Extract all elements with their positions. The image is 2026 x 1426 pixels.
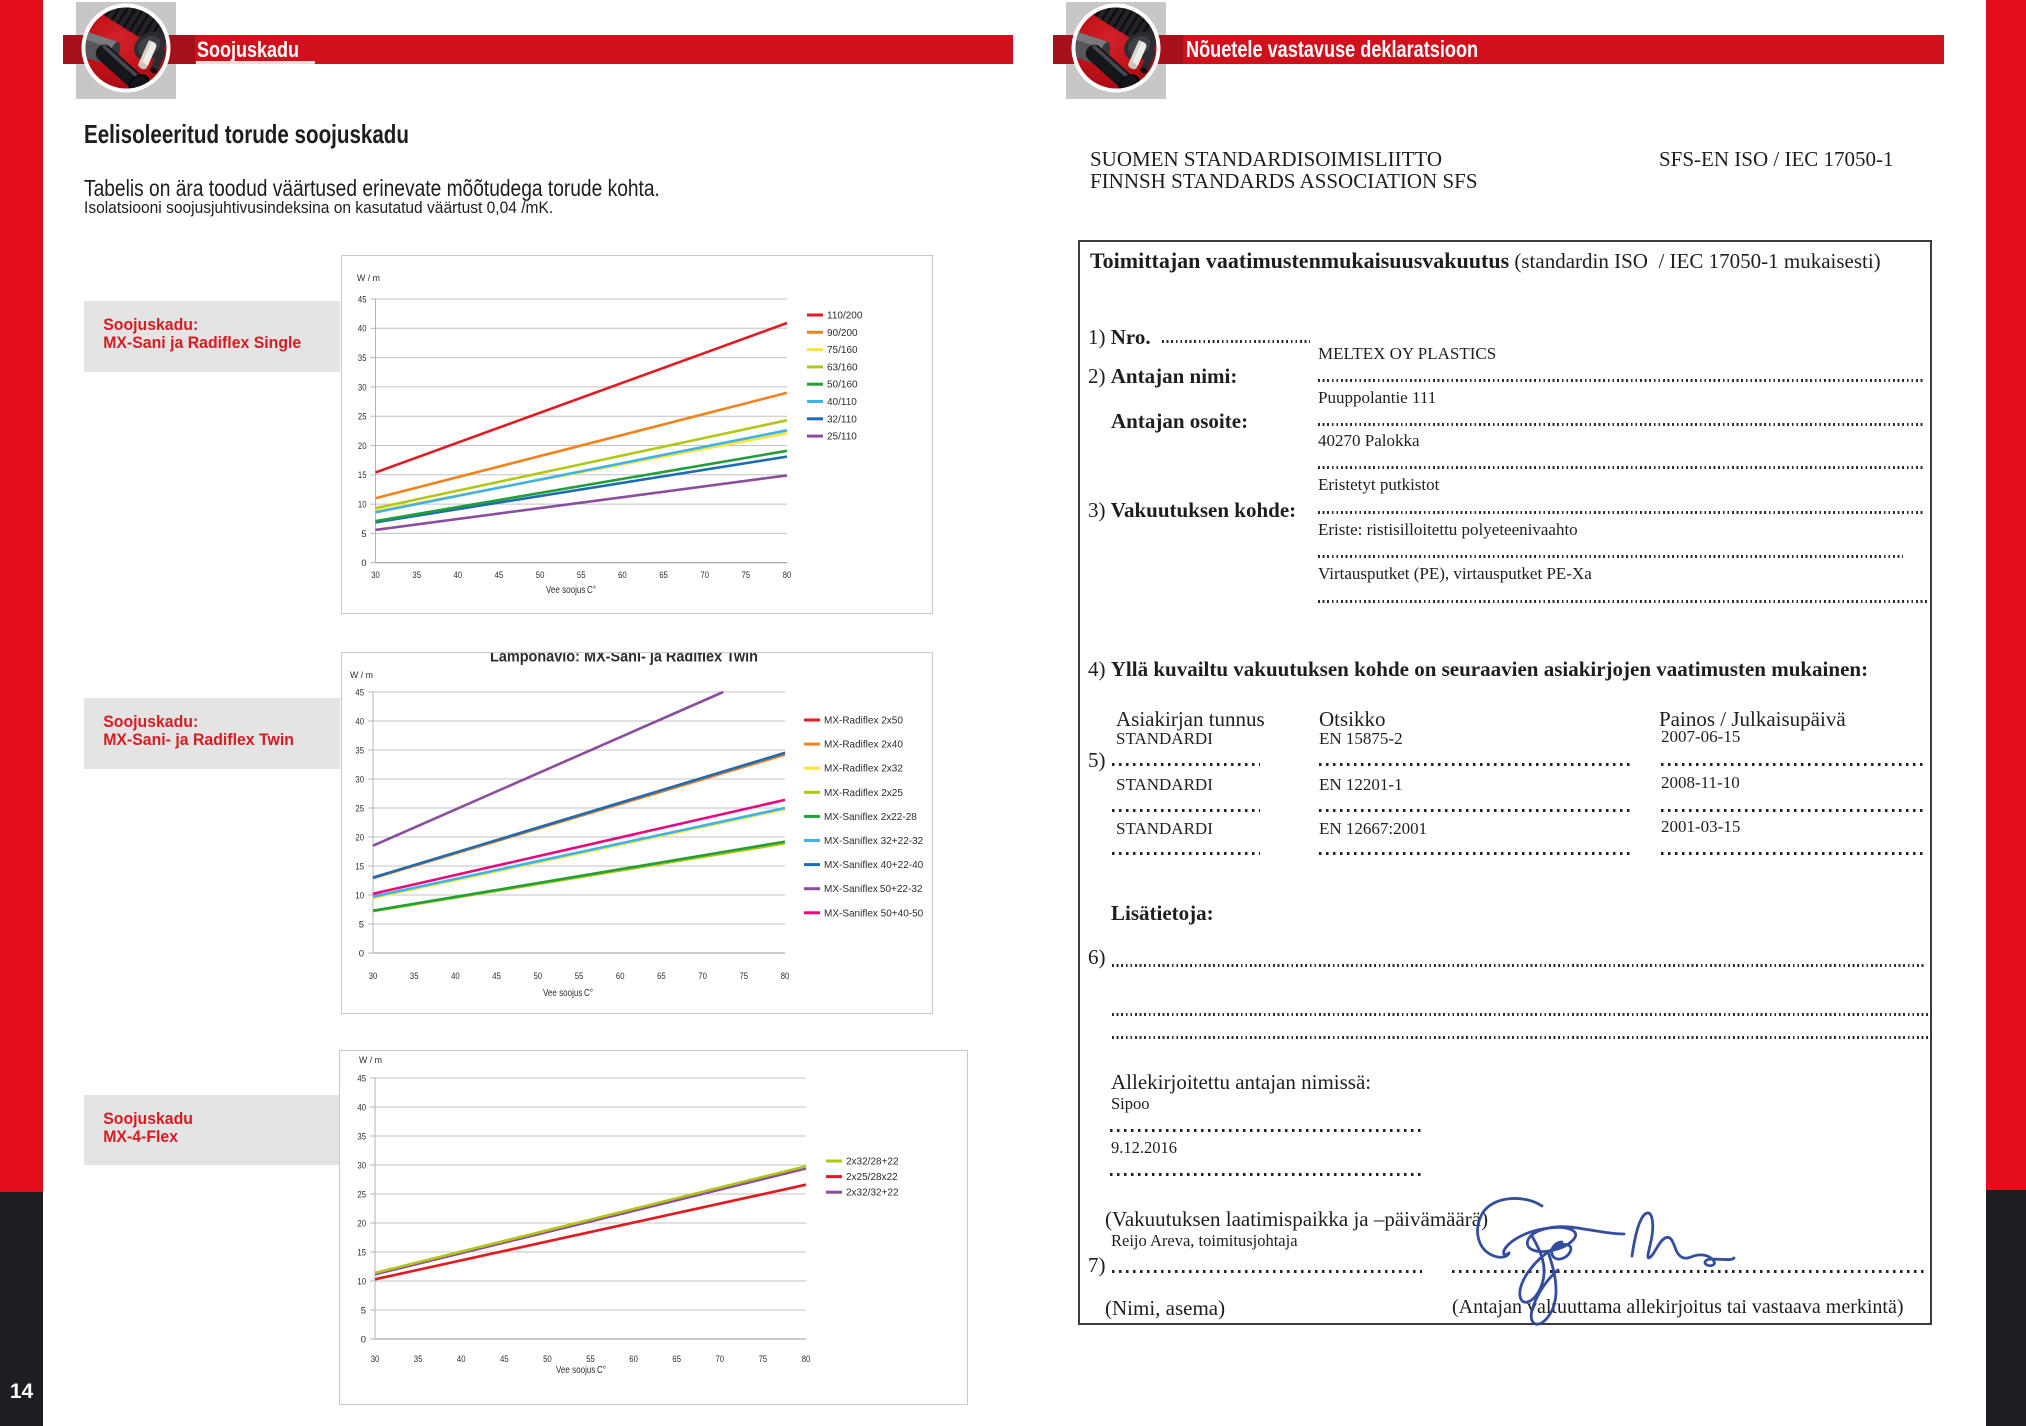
svg-text:35: 35 — [410, 971, 419, 982]
svg-text:35: 35 — [358, 353, 367, 364]
svg-text:Vee soojus C°: Vee soojus C° — [546, 585, 596, 596]
svg-text:20: 20 — [357, 1218, 366, 1229]
svg-text:30: 30 — [355, 774, 364, 785]
svg-text:5: 5 — [361, 1305, 366, 1316]
svg-text:45: 45 — [492, 971, 501, 982]
svg-text:2x32/32+22: 2x32/32+22 — [846, 1188, 899, 1199]
svg-text:MX-Saniflex 40+22-40: MX-Saniflex 40+22-40 — [824, 860, 924, 871]
svg-text:15: 15 — [358, 470, 367, 481]
svg-text:W / m: W / m — [357, 273, 380, 284]
svg-text:30: 30 — [357, 1160, 366, 1171]
svg-text:40: 40 — [457, 1354, 466, 1365]
svg-text:20: 20 — [358, 441, 367, 452]
svg-text:2x32/28+22: 2x32/28+22 — [846, 1157, 899, 1168]
svg-text:0: 0 — [361, 558, 366, 569]
svg-text:40: 40 — [451, 971, 460, 982]
svg-text:70: 70 — [716, 1354, 725, 1365]
svg-text:MX-Saniflex 2x22-28: MX-Saniflex 2x22-28 — [824, 812, 917, 823]
svg-text:45: 45 — [357, 1073, 366, 1084]
svg-text:65: 65 — [672, 1354, 681, 1365]
svg-text:35: 35 — [357, 1131, 366, 1142]
svg-text:30: 30 — [369, 971, 378, 982]
svg-text:Lämpöhäviö: MX-Sani- ja Radifl: Lämpöhäviö: MX-Sani- ja Radiflex Twin — [490, 653, 758, 666]
svg-text:25: 25 — [355, 803, 364, 814]
svg-text:30: 30 — [371, 570, 380, 581]
svg-text:2x25/28x22: 2x25/28x22 — [846, 1172, 898, 1183]
svg-text:63/160: 63/160 — [827, 362, 858, 373]
svg-text:25: 25 — [357, 1189, 366, 1200]
svg-text:20: 20 — [355, 832, 364, 843]
svg-text:90/200: 90/200 — [827, 328, 858, 339]
svg-text:MX-Radiflex 2x25: MX-Radiflex 2x25 — [824, 788, 903, 799]
svg-text:5: 5 — [361, 529, 366, 540]
svg-text:45: 45 — [355, 687, 364, 698]
svg-text:25/110: 25/110 — [827, 432, 857, 443]
svg-text:32/110: 32/110 — [827, 414, 857, 425]
svg-text:80: 80 — [781, 971, 790, 982]
svg-text:80: 80 — [783, 570, 792, 581]
svg-text:35: 35 — [412, 570, 421, 581]
svg-text:45: 45 — [495, 570, 504, 581]
svg-text:15: 15 — [355, 861, 364, 872]
svg-text:MX-Saniflex 32+22-32: MX-Saniflex 32+22-32 — [824, 836, 924, 847]
svg-text:60: 60 — [616, 971, 625, 982]
svg-text:0: 0 — [361, 1334, 366, 1345]
svg-text:Vee soojus C°: Vee soojus C° — [543, 988, 593, 999]
svg-text:W / m: W / m — [359, 1055, 382, 1066]
svg-text:MX-Radiflex 2x50: MX-Radiflex 2x50 — [824, 716, 903, 727]
svg-text:75/160: 75/160 — [827, 345, 858, 356]
svg-text:MX-Saniflex 50+40-50: MX-Saniflex 50+40-50 — [824, 908, 924, 919]
svg-text:40: 40 — [357, 1102, 366, 1113]
svg-text:55: 55 — [577, 570, 586, 581]
svg-text:40: 40 — [454, 570, 463, 581]
svg-text:80: 80 — [802, 1354, 811, 1365]
svg-text:10: 10 — [357, 1276, 366, 1287]
svg-text:50: 50 — [536, 570, 545, 581]
svg-text:5: 5 — [359, 919, 364, 930]
svg-text:MX-Radiflex 2x40: MX-Radiflex 2x40 — [824, 740, 903, 751]
svg-text:65: 65 — [657, 971, 666, 982]
svg-text:30: 30 — [371, 1354, 380, 1365]
svg-text:75: 75 — [742, 570, 751, 581]
svg-text:MX-Saniflex 50+22-32: MX-Saniflex 50+22-32 — [824, 884, 923, 895]
svg-text:65: 65 — [659, 570, 668, 581]
svg-text:Vee soojus C°: Vee soojus C° — [556, 1365, 606, 1376]
svg-text:35: 35 — [414, 1354, 423, 1365]
svg-text:25: 25 — [358, 412, 367, 423]
svg-text:75: 75 — [740, 971, 749, 982]
svg-text:15: 15 — [357, 1247, 366, 1258]
svg-text:10: 10 — [355, 890, 364, 901]
svg-text:50: 50 — [534, 971, 543, 982]
svg-text:55: 55 — [586, 1354, 595, 1365]
svg-text:50: 50 — [543, 1354, 552, 1365]
svg-text:MX-Radiflex 2x32: MX-Radiflex 2x32 — [824, 764, 903, 775]
svg-text:30: 30 — [358, 382, 367, 393]
svg-text:70: 70 — [700, 570, 709, 581]
svg-text:75: 75 — [759, 1354, 768, 1365]
svg-text:45: 45 — [500, 1354, 509, 1365]
svg-text:60: 60 — [629, 1354, 638, 1365]
svg-text:70: 70 — [698, 971, 707, 982]
svg-text:40/110: 40/110 — [827, 397, 857, 408]
svg-text:55: 55 — [575, 971, 584, 982]
svg-text:50/160: 50/160 — [827, 380, 858, 391]
svg-text:35: 35 — [355, 745, 364, 756]
svg-text:10: 10 — [358, 500, 367, 511]
svg-text:110/200: 110/200 — [827, 311, 863, 322]
svg-text:W / m: W / m — [350, 670, 373, 681]
svg-text:0: 0 — [359, 948, 364, 959]
svg-text:40: 40 — [355, 716, 364, 727]
svg-text:40: 40 — [358, 324, 367, 335]
svg-text:45: 45 — [358, 294, 367, 305]
svg-text:60: 60 — [618, 570, 627, 581]
